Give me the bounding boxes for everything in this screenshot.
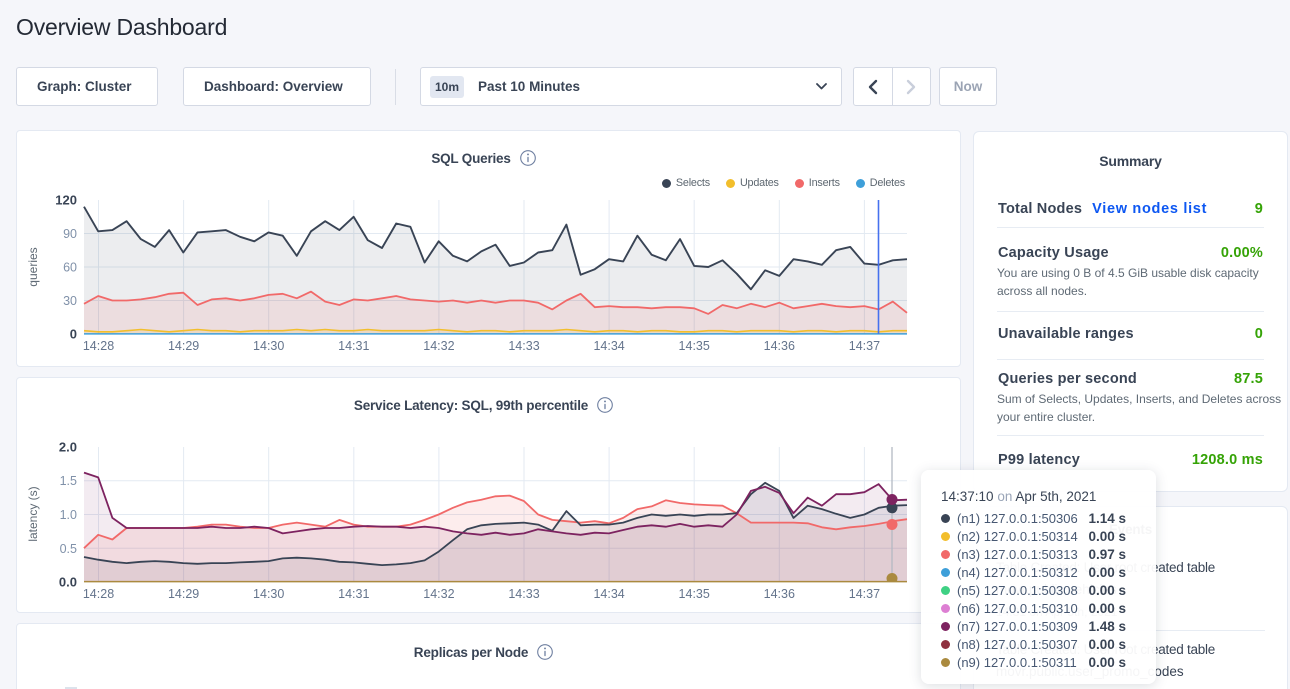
svg-text:14:33: 14:33 [508,339,539,353]
svg-text:14:36: 14:36 [764,587,795,601]
svg-text:120: 120 [55,193,77,208]
svg-text:30: 30 [63,294,77,308]
svg-text:14:32: 14:32 [423,587,454,601]
svg-text:queries: queries [26,247,40,286]
svg-text:14:30: 14:30 [253,339,284,353]
svg-text:14:35: 14:35 [679,587,710,601]
svg-text:14:33: 14:33 [508,587,539,601]
svg-text:0.5: 0.5 [60,542,77,556]
svg-text:14:31: 14:31 [338,587,369,601]
svg-text:60: 60 [63,261,77,275]
svg-text:14:28: 14:28 [83,587,114,601]
svg-text:14:35: 14:35 [679,339,710,353]
svg-text:2.0: 2.0 [59,440,77,455]
svg-text:14:30: 14:30 [253,587,284,601]
svg-text:14:37: 14:37 [849,339,880,353]
svg-text:1.5: 1.5 [60,474,77,488]
svg-text:latency (s): latency (s) [26,486,40,541]
svg-text:0.0: 0.0 [59,575,77,590]
svg-text:0: 0 [70,327,77,342]
svg-text:14:37: 14:37 [849,587,880,601]
svg-text:14:34: 14:34 [593,339,624,353]
svg-text:14:28: 14:28 [83,339,114,353]
svg-text:14:29: 14:29 [168,587,199,601]
svg-text:14:34: 14:34 [593,587,624,601]
svg-text:14:31: 14:31 [338,339,369,353]
svg-text:90: 90 [63,227,77,241]
svg-text:1.0: 1.0 [60,508,77,522]
svg-text:14:32: 14:32 [423,339,454,353]
svg-text:14:29: 14:29 [168,339,199,353]
svg-text:14:36: 14:36 [764,339,795,353]
